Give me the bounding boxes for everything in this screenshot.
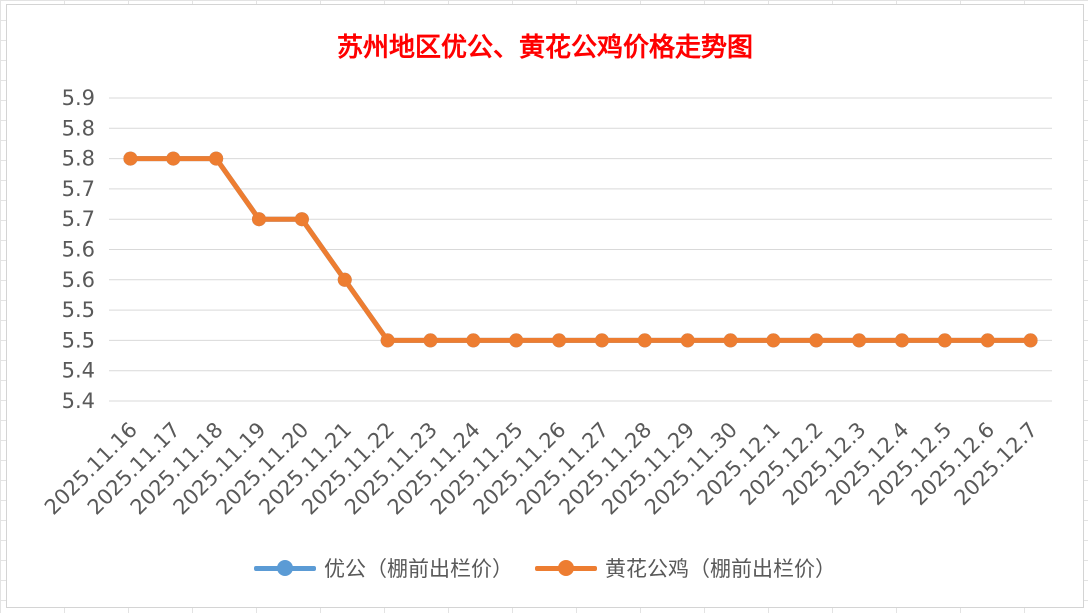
data-point xyxy=(594,333,609,348)
plot-svg: 5.95.85.85.75.75.65.65.55.55.45.42025.11… xyxy=(40,86,1052,520)
y-tick-label: 5.6 xyxy=(62,238,95,262)
y-tick-label: 5.9 xyxy=(62,86,95,110)
data-point xyxy=(723,333,738,348)
y-tick-label: 5.4 xyxy=(62,359,95,383)
data-point xyxy=(209,151,224,166)
legend-item-youggong[interactable]: 优公（棚前出栏价） xyxy=(254,553,513,583)
data-point xyxy=(294,212,309,227)
y-tick-label: 5.8 xyxy=(62,116,95,140)
series-line-1 xyxy=(127,156,1034,343)
y-tick-label: 5.7 xyxy=(62,177,95,201)
data-point xyxy=(809,333,824,348)
data-point xyxy=(123,151,138,166)
chart-area[interactable]: 苏州地区优公、黄花公鸡价格走势图 5.9 5.8 5.8 5.7 5.7 5.6 5.6 5.… xyxy=(6,4,1084,608)
y-tick-label: 5.8 xyxy=(62,147,95,171)
legend-swatch-youggong xyxy=(254,557,316,579)
data-point xyxy=(552,333,567,348)
legend-label-youggong: 优公（棚前出栏价） xyxy=(324,557,513,581)
y-tick-label: 5.5 xyxy=(62,298,95,322)
data-point xyxy=(252,212,267,227)
data-point xyxy=(380,333,395,348)
data-point xyxy=(637,333,652,348)
data-point xyxy=(894,333,909,348)
y-tick-label: 5.7 xyxy=(62,207,95,231)
chart-title: 苏州地区优公、黄花公鸡价格走势图 xyxy=(336,33,753,63)
data-point xyxy=(337,272,352,287)
y-tick-label: 5.4 xyxy=(62,389,95,413)
data-point xyxy=(852,333,867,348)
data-point xyxy=(466,333,481,348)
y-tick-label: 5.6 xyxy=(62,268,95,292)
data-point xyxy=(680,333,695,348)
data-point xyxy=(509,333,524,348)
data-point xyxy=(166,151,181,166)
y-tick-label: 5.5 xyxy=(62,328,95,352)
legend-swatch-huanghua xyxy=(535,557,597,579)
legend-item-huanghua[interactable]: 黄花公鸡（棚前出栏价） xyxy=(535,553,836,583)
legend-label-huanghua: 黄花公鸡（棚前出栏价） xyxy=(605,557,836,581)
data-point xyxy=(423,333,438,348)
data-point xyxy=(1023,333,1038,348)
legend: 优公（棚前出栏价） 黄花公鸡（棚前出栏价） xyxy=(7,553,1083,583)
data-point xyxy=(980,333,995,348)
data-point xyxy=(937,333,952,348)
data-point xyxy=(766,333,781,348)
